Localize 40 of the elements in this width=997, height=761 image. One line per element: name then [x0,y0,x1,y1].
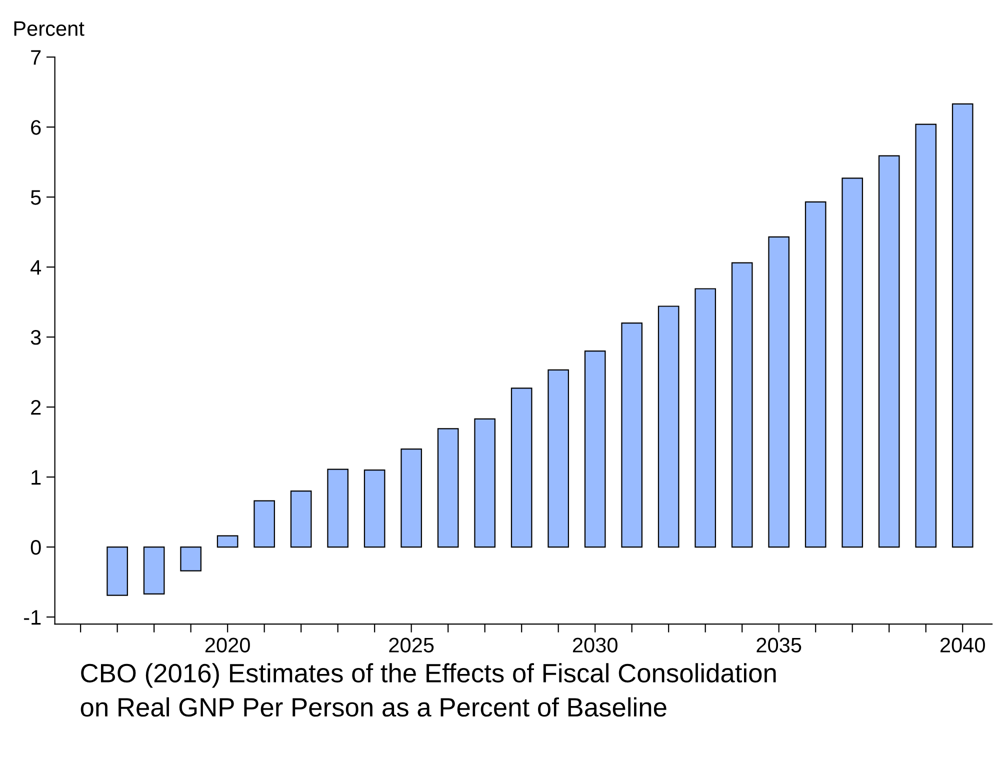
y-tick-label: 5 [30,190,41,205]
bar [290,490,312,548]
bar [143,546,165,594]
x-tick-label: 2040 [940,638,985,653]
y-tick-label: 4 [30,260,42,275]
bar [952,103,974,548]
x-tick-label: 2035 [756,638,802,653]
bar [254,500,275,548]
y-tick-label: 7 [31,50,41,65]
y-tick-label: 3 [30,330,41,345]
bar [731,262,753,548]
bar [584,350,606,548]
bar [548,369,569,548]
bar [915,124,937,548]
bar [878,155,900,548]
y-tick-label: -1 [24,610,41,625]
bar [364,469,386,548]
bar [621,322,643,548]
y-axis-title: Percent [14,21,84,36]
x-tick-label: 2020 [205,638,250,653]
x-tick-label: 2025 [389,638,434,653]
x-tick-label: 2030 [572,638,618,653]
bar [658,306,680,548]
bar [474,418,496,548]
bar [216,535,238,548]
bar [842,178,864,548]
y-tick-label: 2 [31,400,41,415]
bar [694,288,716,548]
y-tick-label: 0 [30,540,41,555]
bar [768,236,790,548]
bar [327,468,348,548]
bar [804,201,826,548]
y-tick-label: 6 [31,120,41,135]
y-tick-label: 1 [32,470,41,485]
bar [106,546,128,596]
bar [510,388,532,548]
bar [180,546,202,572]
bar [437,428,459,548]
text: CBO (2016) Estimates of the Effects of Fiscal Consolidation on Real GNP Per Person as a Percent of Baseline [80,663,776,717]
bar [400,448,422,548]
